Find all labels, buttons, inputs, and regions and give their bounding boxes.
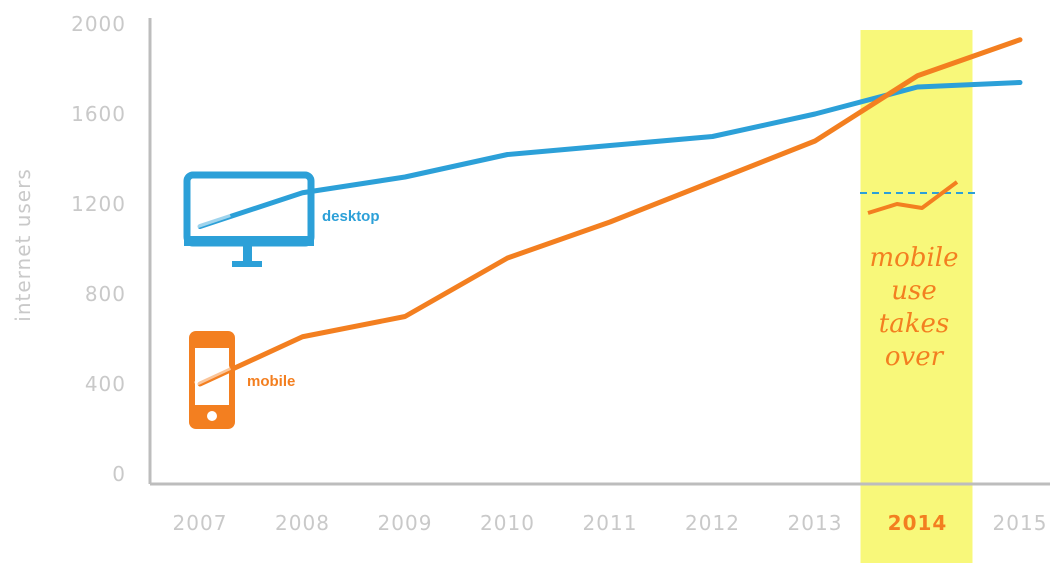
y-tick-label: 1200	[71, 192, 126, 216]
x-tick-label: 2009	[378, 511, 433, 535]
y-tick-labels: 0 400 800 1200 1600 2000	[71, 12, 126, 486]
y-tick-label: 2000	[71, 12, 126, 36]
x-tick-label: 2013	[788, 511, 843, 535]
x-tick-labels: 2007 2008 2009 2010 2011 2012 2013 2014 2015	[173, 511, 1048, 535]
series-fade-desktop	[194, 212, 231, 229]
y-tick-label: 1600	[71, 102, 126, 126]
x-tick-label: 2014	[888, 511, 948, 535]
x-tick-label: 2008	[275, 511, 330, 535]
x-tick-label: 2011	[583, 511, 638, 535]
series-label-desktop: desktop	[322, 208, 380, 225]
annotation-line-1: mobile	[870, 243, 959, 273]
y-tick-label: 0	[112, 462, 126, 486]
x-tick-label: 2012	[685, 511, 740, 535]
annotation-line-2: use	[891, 276, 936, 306]
annotation-line-4: over	[885, 342, 945, 372]
annotation-line-3: takes	[879, 309, 949, 339]
series-lines	[193, 37, 1023, 387]
mobile-overtakes-sparkline-icon	[860, 180, 975, 215]
y-axis-label: internet users	[11, 168, 35, 321]
x-tick-label: 2010	[480, 511, 535, 535]
series-fade-mobile	[193, 365, 232, 387]
y-tick-label: 800	[85, 282, 126, 306]
series-label-mobile: mobile	[247, 373, 295, 390]
y-tick-label: 400	[85, 372, 126, 396]
x-tick-label: 2015	[993, 511, 1048, 535]
x-tick-label: 2007	[173, 511, 228, 535]
highlight-band-2014	[860, 30, 973, 563]
annotation-text: mobile use takes over	[870, 243, 959, 372]
series-line-mobile	[197, 37, 1023, 387]
